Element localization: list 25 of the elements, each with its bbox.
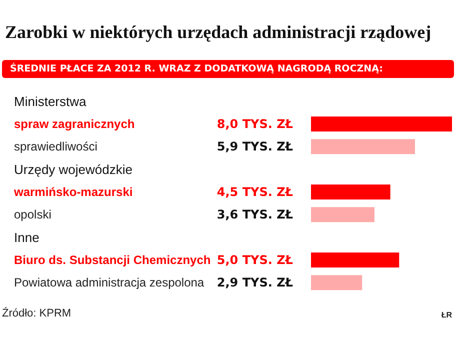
data-label: 4,5 TYS. ZŁ: [216, 185, 294, 199]
data-label: 2,9 TYS. ZŁ: [216, 276, 294, 290]
data-label: 3,6 TYS. ZŁ: [216, 208, 294, 222]
y-tick-label: Inne: [14, 230, 40, 245]
data-label: 5,9 TYS. ZŁ: [216, 140, 294, 154]
y-tick-label: sprawiedliwości: [14, 140, 98, 154]
y-tick-label: Urzędy wojewódzkie: [14, 162, 132, 177]
data-label: 8,0 TYS. ZŁ: [216, 117, 294, 131]
text: ŁR: [441, 310, 452, 320]
y-tick-label: opolski: [14, 208, 52, 222]
text: ŚREDNIE PŁACE ZA 2012 R. WRAZ Z DODATKOWĄ NAGRODĄ ROCZNĄ:: [10, 62, 383, 74]
y-tick-label: Ministerstwa: [14, 94, 88, 109]
bar: [311, 275, 362, 290]
chart-title: Zarobki w niektórych urzędach administracji rządowej: [5, 22, 432, 42]
y-tick-label: warmińsko-mazurski: [13, 185, 133, 199]
data-label: 5,0 TYS. ZŁ: [216, 253, 294, 267]
y-tick-label: Powiatowa administracja zespolona: [14, 276, 204, 290]
bar: [311, 184, 390, 200]
bar: [311, 139, 415, 154]
text: Źródło: KPRM: [2, 306, 72, 320]
bar: [311, 207, 374, 222]
bar: [311, 252, 400, 268]
bar: [311, 116, 452, 132]
y-tick-label: spraw zagranicznych: [14, 117, 135, 131]
y-tick-label: Biuro ds. Substancji Chemicznych: [14, 253, 211, 267]
